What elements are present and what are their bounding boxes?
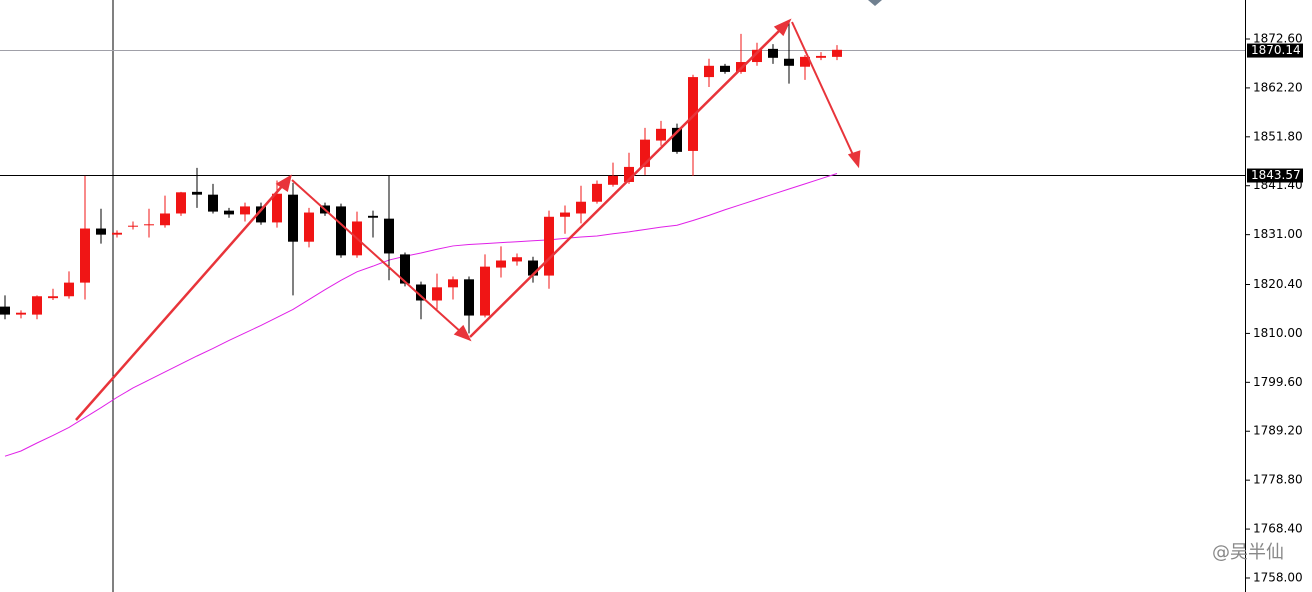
candle-body <box>624 166 634 182</box>
y-tick-label: 1778.80 <box>1253 473 1303 487</box>
candle-body <box>480 266 490 316</box>
candle-body <box>64 282 74 297</box>
candle-body <box>656 128 666 141</box>
candle-body <box>128 225 138 227</box>
candle-body <box>32 296 42 315</box>
candle-body <box>512 257 522 262</box>
price-label: 1870.14 <box>1251 43 1301 57</box>
price-label-box <box>1247 168 1303 183</box>
arrow <box>469 27 783 338</box>
candle-body <box>368 215 378 218</box>
candle-body <box>592 183 602 202</box>
candle-body <box>416 284 426 301</box>
candle-body <box>112 232 122 235</box>
candle-body <box>288 194 298 242</box>
price-label: 1843.57 <box>1251 168 1301 182</box>
arrow-head <box>275 174 292 193</box>
moving-average <box>4 173 838 457</box>
y-tick-label: 1758.00 <box>1253 570 1303 584</box>
candle-body <box>256 206 266 223</box>
candle-body <box>160 213 170 226</box>
arrow-head <box>847 150 861 169</box>
arrow-head <box>453 324 472 342</box>
candle-body <box>672 127 682 152</box>
candle-body <box>784 58 794 66</box>
y-tick-label: 1810.00 <box>1253 326 1303 340</box>
price-label-box <box>1247 43 1303 58</box>
candle-body <box>720 65 730 72</box>
candle-body <box>400 254 410 284</box>
candle-body <box>208 194 218 212</box>
plot <box>0 22 1245 457</box>
arrow <box>291 179 463 334</box>
candle-body <box>384 218 394 254</box>
candle-body <box>832 49 842 57</box>
y-tick-label: 1799.60 <box>1253 375 1303 389</box>
candle-body <box>176 192 186 214</box>
candle-body <box>800 56 810 67</box>
candle-body <box>816 55 826 58</box>
candle-body <box>688 77 698 151</box>
candle-body <box>752 49 762 63</box>
candle-body <box>144 224 154 226</box>
trend-arrows <box>75 18 861 421</box>
candle-body <box>576 201 586 214</box>
candle-body <box>336 206 346 256</box>
candle-body <box>0 306 10 315</box>
candle-body <box>560 212 570 217</box>
y-tick-label: 1862.20 <box>1253 80 1303 94</box>
candle-body <box>768 48 778 58</box>
candle-body <box>16 312 26 315</box>
watermark: @吴半仙 <box>1212 542 1284 563</box>
candle-body <box>96 228 106 235</box>
candle-body <box>704 65 714 78</box>
candle-body <box>48 296 58 299</box>
candle-body <box>224 210 234 215</box>
candle-body <box>640 139 650 167</box>
candle-body <box>496 260 506 268</box>
y-tick-label: 1872.60 <box>1253 31 1303 45</box>
candle-body <box>432 287 442 301</box>
marker <box>868 0 882 6</box>
candle-body <box>448 279 458 288</box>
y-tick-label: 1789.20 <box>1253 424 1303 438</box>
arrow-head <box>773 18 792 37</box>
y-tick-label: 1851.80 <box>1253 129 1303 143</box>
price-axis <box>1245 0 1312 592</box>
candle-body <box>304 212 314 242</box>
candle-body <box>240 206 250 215</box>
candle-body <box>272 193 282 223</box>
arrow <box>791 21 855 158</box>
arrow <box>75 183 285 421</box>
candle-body <box>192 191 202 195</box>
y-tick-label: 1820.40 <box>1253 277 1303 291</box>
y-tick-label: 1768.40 <box>1253 522 1303 536</box>
candle-body <box>528 260 538 276</box>
candle-body <box>544 216 554 276</box>
candle-body <box>80 228 90 283</box>
y-tick-label: 1831.00 <box>1253 227 1303 241</box>
candle-body <box>464 279 474 316</box>
candle-body <box>608 175 618 185</box>
